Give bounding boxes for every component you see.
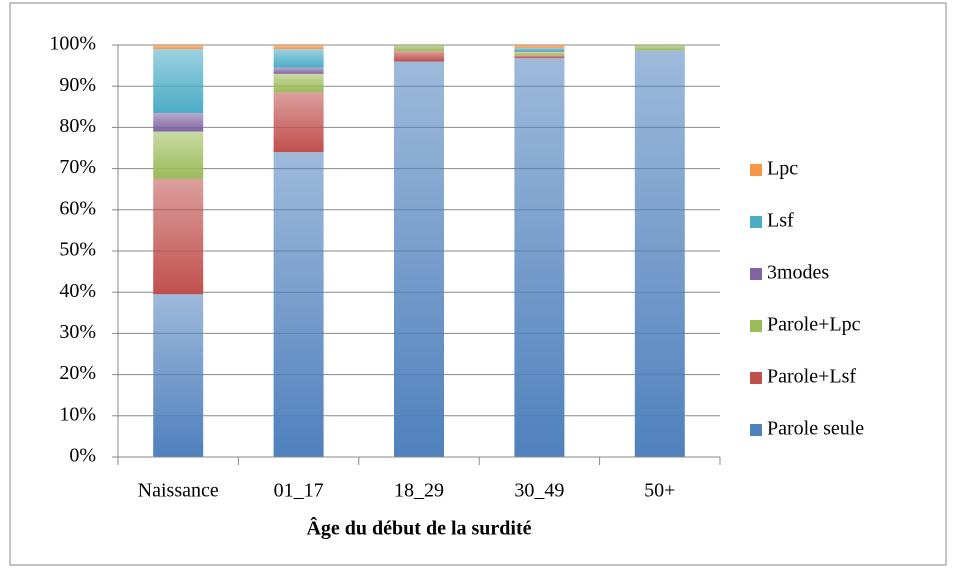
bar-segment <box>153 178 204 295</box>
legend-swatch <box>750 216 762 228</box>
bar-segment <box>273 67 324 74</box>
y-tick-label: 0% <box>69 445 96 467</box>
bar-segment <box>634 50 685 458</box>
legend-swatch <box>750 320 762 332</box>
y-tick-label: 20% <box>59 362 96 384</box>
bar-segment <box>153 49 204 113</box>
bar-segment <box>634 45 685 51</box>
bar-segment <box>153 45 204 50</box>
bar-segment <box>153 112 204 132</box>
bar-segment <box>514 47 565 52</box>
y-tick-label: 40% <box>59 280 96 302</box>
y-tick-label: 60% <box>59 197 96 219</box>
bar-segment <box>273 49 324 68</box>
y-tick-label: 30% <box>59 321 96 343</box>
legend-label: Lpc <box>767 158 798 180</box>
legend-label: 3modes <box>767 262 829 284</box>
legend-label: Parole+Lsf <box>767 366 856 388</box>
bar-segment <box>514 51 565 53</box>
y-tick-label: 80% <box>59 115 96 137</box>
legend-label: Parole+Lpc <box>767 314 861 336</box>
legend-label: Parole seule <box>767 418 864 440</box>
bar-segment <box>394 61 444 457</box>
legend-swatch <box>750 164 762 176</box>
legend-swatch <box>750 268 762 280</box>
bar-segment <box>514 52 565 56</box>
bar-segment <box>153 131 204 179</box>
bar-segment <box>514 45 565 48</box>
bar-segment <box>273 73 324 93</box>
x-tick-label: 01_17 <box>274 480 324 502</box>
y-tick-label: 50% <box>59 239 96 261</box>
x-tick-label: 18_29 <box>394 480 444 502</box>
x-axis-title: Âge du début de la surdité <box>306 516 531 540</box>
x-tick-label: 50+ <box>644 480 675 502</box>
y-tick-label: 70% <box>59 156 96 178</box>
y-tick-label: 100% <box>49 33 96 55</box>
bar-segment <box>273 152 324 457</box>
legend-label: Lsf <box>767 210 794 232</box>
bar-segment <box>153 294 204 457</box>
bar-segment <box>273 45 324 50</box>
bar-segment <box>394 45 444 52</box>
x-tick-label: 30_49 <box>514 480 564 502</box>
bar-segment <box>394 51 444 62</box>
y-tick-label: 90% <box>59 74 96 96</box>
y-tick-label: 10% <box>59 403 96 425</box>
legend-swatch <box>750 372 762 384</box>
bar-segment <box>514 55 565 59</box>
bar-segment <box>273 92 324 153</box>
legend-swatch <box>750 424 762 436</box>
x-tick-label: Naissance <box>138 480 219 502</box>
bar-segment <box>514 58 565 458</box>
